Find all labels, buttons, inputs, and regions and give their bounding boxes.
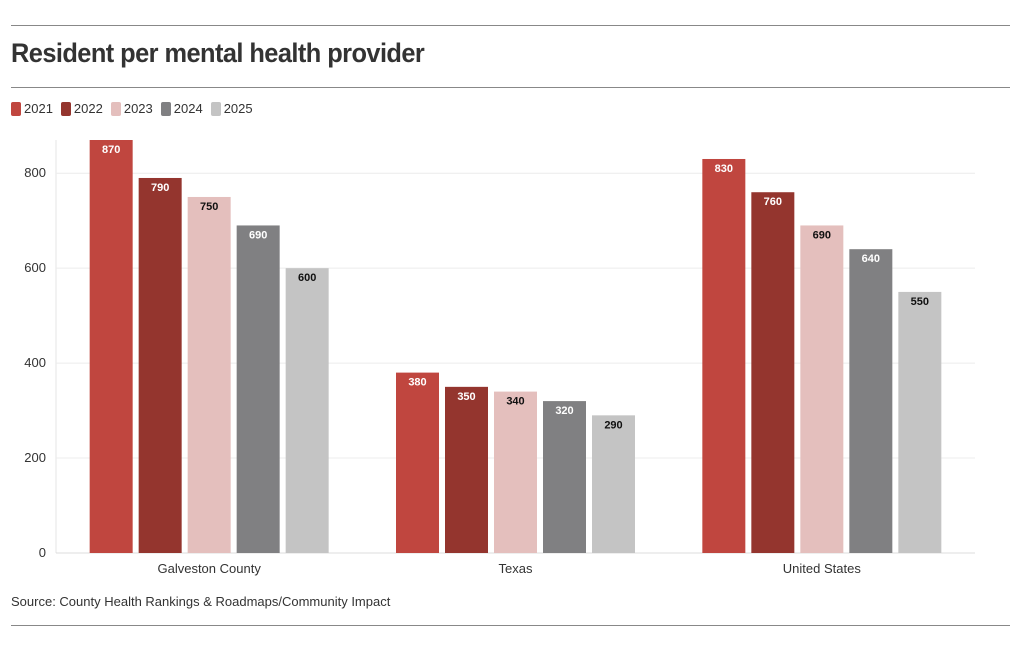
title-rule: [11, 87, 1010, 88]
bar-2022: [138, 177, 182, 553]
legend-label: 2023: [123, 101, 153, 116]
x-tick-label: United States: [783, 561, 862, 576]
bar-2023: [800, 225, 844, 553]
bar-2023: [187, 196, 231, 553]
data-label: 380: [408, 377, 426, 389]
legend-item-2024: 2024: [160, 101, 203, 116]
legend-label: 2021: [24, 101, 53, 116]
source-note: Source: County Health Rankings & Roadmap…: [11, 594, 391, 609]
legend-item-2021: 2021: [11, 101, 53, 116]
data-label: 550: [911, 296, 929, 308]
legend-swatch: [110, 101, 121, 116]
top-rule: [11, 25, 1010, 26]
legend-item-2022: 2022: [60, 101, 103, 116]
bar-2025: [898, 291, 942, 553]
y-tick-label: 400: [24, 355, 46, 370]
legend-label: 2025: [223, 101, 253, 116]
chart-title: Resident per mental health provider: [11, 38, 425, 68]
data-label: 340: [506, 396, 524, 408]
bar-chart: 0 200 400 600 800 870 790 750 690 600 Galveston Co…: [24, 140, 975, 576]
bar-2024: [236, 225, 280, 553]
y-tick-label: 800: [24, 165, 46, 180]
data-label: 290: [604, 419, 622, 431]
bar-2024: [543, 401, 586, 553]
y-tick-label: 600: [24, 260, 46, 275]
data-label: 830: [715, 163, 733, 175]
y-tick-label: 0: [39, 545, 46, 560]
bar-2021: [702, 158, 746, 553]
y-tick-label: 200: [24, 450, 46, 465]
data-label: 790: [151, 182, 169, 194]
data-label: 870: [102, 144, 120, 156]
data-label: 690: [813, 229, 831, 241]
legend-item-2025: 2025: [210, 101, 253, 116]
legend-swatch: [210, 101, 221, 116]
data-label: 750: [200, 201, 218, 213]
legend-swatch: [60, 101, 71, 116]
legend-swatch: [11, 101, 21, 116]
bar-2023: [494, 391, 537, 553]
legend-label: 2022: [73, 101, 103, 116]
bottom-rule: [11, 625, 1010, 626]
legend-label: 2024: [173, 101, 203, 116]
bar-2021: [396, 372, 439, 553]
bar-2025: [285, 268, 329, 553]
bar-2025: [592, 415, 635, 553]
data-label: 690: [249, 229, 267, 241]
x-tick-label: Galveston County: [157, 561, 261, 576]
data-label: 350: [457, 391, 475, 403]
bar-2022: [445, 386, 488, 553]
legend-swatch: [160, 101, 171, 116]
data-label: 320: [555, 405, 573, 417]
data-label: 600: [298, 272, 316, 284]
bar-2022: [751, 192, 795, 553]
bar-2024: [849, 249, 893, 553]
data-label: 640: [862, 253, 880, 265]
data-label: 760: [764, 196, 782, 208]
legend: 2021 2022 2023 2024 2025: [11, 101, 261, 116]
bar-2021: [89, 140, 133, 553]
x-tick-label: Texas: [499, 561, 533, 576]
legend-item-2023: 2023: [110, 101, 153, 116]
